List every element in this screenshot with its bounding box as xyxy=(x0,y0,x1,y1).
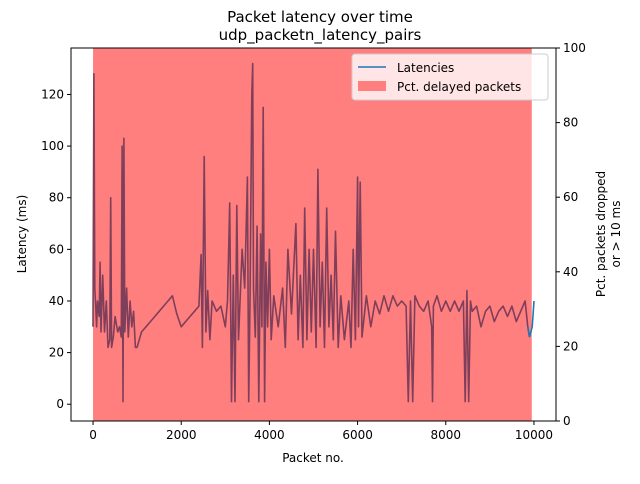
y-tick-label: 0 xyxy=(56,397,64,411)
plot-frame xyxy=(70,47,557,422)
delayed-packets-area xyxy=(93,48,532,421)
y2-axis-label-line2: or > 10 ms xyxy=(609,201,623,268)
y2-tick-label: 60 xyxy=(563,190,578,204)
x-tick-label: 6000 xyxy=(342,428,373,442)
y2-axis-label-line1: Pct. packets dropped xyxy=(594,171,608,297)
y-axis-label: Latency (ms) xyxy=(15,195,29,274)
y2-tick-label: 20 xyxy=(563,339,578,353)
legend: Latencies Pct. delayed packets xyxy=(351,53,549,101)
legend-box xyxy=(351,53,549,101)
x-tick-label: 10000 xyxy=(515,428,553,442)
x-tick-label: 2000 xyxy=(166,428,197,442)
legend-area-swatch xyxy=(358,81,386,91)
latency-series-line xyxy=(92,62,531,403)
x-tick-label: 8000 xyxy=(430,428,461,442)
legend-delayed-label: Pct. delayed packets xyxy=(397,80,521,94)
y-tick-label: 60 xyxy=(49,242,64,256)
y-tick-label: 100 xyxy=(41,139,64,153)
x-tick-label: 0 xyxy=(89,428,97,442)
y-tick-label: 20 xyxy=(49,346,64,360)
y2-tick-label: 100 xyxy=(563,41,586,55)
latency-line-layer xyxy=(92,62,535,403)
y-axis-left: 0 20 40 60 80 100 120 xyxy=(41,87,71,411)
x-axis-label: Packet no. xyxy=(282,451,344,465)
y2-tick-label: 80 xyxy=(563,116,578,130)
x-tick-label: 4000 xyxy=(254,428,285,442)
chart-title: Packet latency over time xyxy=(227,8,413,26)
y-tick-label: 40 xyxy=(49,294,64,308)
chart-subtitle: udp_packetn_latency_pairs xyxy=(219,26,422,45)
y-tick-label: 120 xyxy=(41,87,64,101)
y2-tick-label: 40 xyxy=(563,265,578,279)
x-axis: 0 2000 4000 6000 8000 10000 xyxy=(89,421,553,442)
delayed-area-layer xyxy=(93,48,532,421)
legend-latencies-label: Latencies xyxy=(397,61,454,75)
latency-series-tail xyxy=(527,300,535,338)
y2-tick-label: 0 xyxy=(563,414,571,428)
y-axis-right: 0 20 40 60 80 100 xyxy=(556,41,586,428)
y-tick-label: 80 xyxy=(49,191,64,205)
